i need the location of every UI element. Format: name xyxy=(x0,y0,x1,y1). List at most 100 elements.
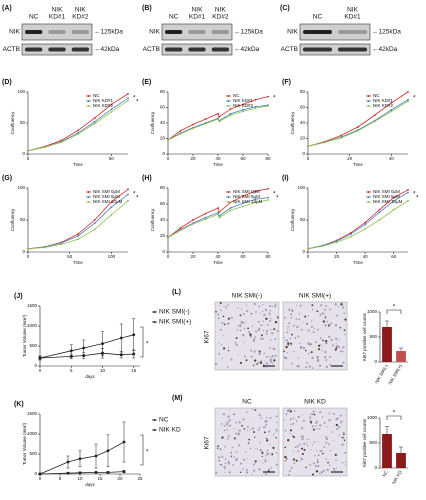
cell xyxy=(286,328,288,330)
cell xyxy=(334,303,337,306)
legend-marker xyxy=(87,105,90,107)
cell xyxy=(260,334,263,337)
point xyxy=(77,129,79,132)
cell xyxy=(250,473,252,475)
cell xyxy=(284,446,287,449)
point xyxy=(254,98,257,101)
cell xyxy=(303,321,305,323)
cell xyxy=(328,355,331,358)
cell xyxy=(298,443,301,446)
cell xyxy=(233,413,235,415)
cell xyxy=(310,325,313,328)
cell xyxy=(246,458,248,460)
panel-label: (J) xyxy=(14,293,23,300)
cell xyxy=(267,324,269,326)
band xyxy=(303,47,332,52)
cell xyxy=(242,468,244,470)
cell xyxy=(260,338,262,340)
cell xyxy=(225,421,228,423)
point xyxy=(127,97,129,100)
cell xyxy=(220,423,223,425)
point xyxy=(119,336,123,340)
cell xyxy=(252,364,255,367)
legend-label: NIK KD#2 xyxy=(233,103,254,108)
cell xyxy=(260,417,263,419)
cell xyxy=(336,417,339,420)
cell xyxy=(226,366,229,368)
cell xyxy=(232,463,234,466)
cell xyxy=(225,307,228,309)
y-tick-label: 0 xyxy=(302,249,305,254)
point xyxy=(69,355,73,358)
cell xyxy=(305,349,307,352)
cell xyxy=(317,465,320,467)
legend-label: NIK SMI 0μM xyxy=(93,189,120,194)
y-tick-label: 0 xyxy=(22,151,25,156)
x-tick-label: 10 xyxy=(100,368,106,373)
y-axis-label: Confluency xyxy=(290,208,295,231)
x-tick-label: 80 xyxy=(265,156,271,161)
cell xyxy=(265,313,267,315)
cell xyxy=(241,424,243,427)
legend-marker xyxy=(227,201,230,203)
cell xyxy=(261,337,264,340)
cell xyxy=(325,305,328,307)
point xyxy=(407,98,409,101)
cell xyxy=(254,409,257,411)
x-tick-label: 60 xyxy=(240,254,246,259)
cell xyxy=(300,457,302,459)
y-tick-label: 40 xyxy=(300,120,306,125)
cell xyxy=(240,320,242,323)
cell xyxy=(287,344,289,346)
cell xyxy=(290,316,293,319)
x-tick-label: 100 xyxy=(108,254,116,259)
cell xyxy=(335,346,338,349)
cell xyxy=(274,348,276,350)
cell xyxy=(274,303,277,306)
point xyxy=(110,206,113,209)
x-tick-label: 0 xyxy=(27,156,30,161)
cell xyxy=(239,325,241,327)
y-tick-label: 40 xyxy=(160,217,166,222)
cell xyxy=(245,359,248,362)
blot xyxy=(299,43,371,56)
cell xyxy=(330,339,333,342)
cell xyxy=(263,431,266,434)
cell xyxy=(316,461,319,463)
cell xyxy=(301,453,304,456)
y-tick-label: 0 xyxy=(374,359,377,364)
cell xyxy=(311,320,313,322)
cell xyxy=(341,350,344,353)
cell xyxy=(264,460,267,463)
cell xyxy=(224,472,226,474)
cell xyxy=(230,358,233,361)
cell xyxy=(229,409,231,411)
cell xyxy=(222,334,224,336)
point xyxy=(204,218,207,221)
band xyxy=(165,30,183,34)
cell xyxy=(289,408,291,410)
point xyxy=(204,122,207,125)
cell xyxy=(268,430,271,433)
x-tick-label: 0 xyxy=(27,254,30,259)
point xyxy=(357,125,359,128)
band xyxy=(211,30,229,34)
cell xyxy=(222,436,224,438)
cell xyxy=(237,307,239,309)
cell xyxy=(271,354,274,357)
cell xyxy=(308,352,310,355)
cell xyxy=(253,350,256,353)
y-axis-label: Ki67 positive cell counts xyxy=(362,418,367,467)
cell xyxy=(266,439,269,442)
significance: * xyxy=(146,341,149,348)
y-tick-label: 50 xyxy=(20,217,26,222)
point xyxy=(110,201,113,203)
cell xyxy=(256,448,258,450)
point xyxy=(242,110,244,113)
cell xyxy=(240,308,243,310)
axis xyxy=(39,414,140,475)
cell xyxy=(238,421,241,424)
cell xyxy=(334,348,337,351)
point xyxy=(60,242,63,244)
image-title: NC xyxy=(242,399,252,406)
